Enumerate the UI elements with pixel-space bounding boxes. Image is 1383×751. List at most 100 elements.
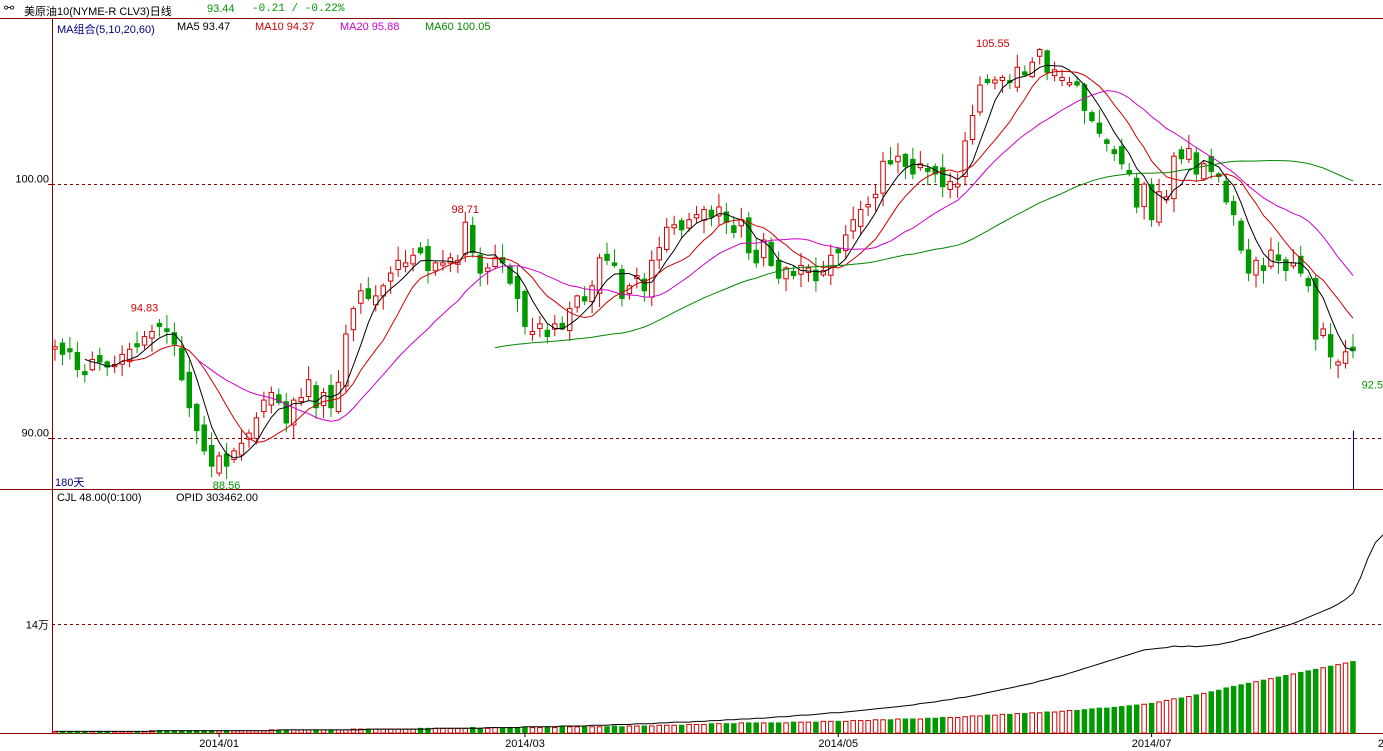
candle-body: [701, 209, 707, 221]
candle-body: [1059, 76, 1065, 81]
volume-bar: [1342, 662, 1349, 734]
candle-body: [283, 401, 289, 424]
volume-bar: [1238, 684, 1244, 734]
price-tick-label: 90.00: [21, 428, 49, 440]
volume-bar: [1223, 687, 1229, 734]
volume-bar: [574, 726, 580, 734]
candle-body: [492, 257, 498, 268]
volume-bar: [1283, 675, 1289, 734]
period-label: 180天: [55, 477, 85, 489]
volume-bar: [626, 725, 633, 734]
volume-bar: [544, 726, 551, 734]
volume-bar: [1141, 703, 1147, 734]
candle-body: [1036, 48, 1043, 57]
candle-body: [1230, 201, 1237, 216]
candle-body: [1223, 180, 1229, 203]
candle-body: [641, 278, 648, 292]
candle-body: [97, 355, 103, 363]
candle-body: [1312, 278, 1319, 340]
candle-body: [589, 285, 595, 303]
candle-body: [298, 397, 304, 403]
candle-body: [1044, 50, 1050, 73]
ma20-line: [196, 90, 1354, 422]
volume-bar: [1186, 695, 1192, 734]
volume-bar: [552, 727, 558, 734]
volume-bar: [1163, 699, 1170, 734]
volume-bar: [1156, 701, 1162, 734]
volume-bar: [1193, 694, 1200, 734]
candle-body: [313, 385, 319, 409]
volume-bar: [462, 727, 469, 734]
volume-bar: [1096, 707, 1103, 734]
volume-bar: [738, 722, 745, 734]
candle-body: [1305, 278, 1311, 287]
volume-bar: [798, 721, 804, 734]
volume-bar: [1029, 712, 1035, 734]
candle-body: [828, 254, 834, 276]
volume-bar: [716, 723, 722, 734]
volume-bar: [1230, 685, 1237, 734]
candle-body: [1111, 149, 1118, 155]
volume-bar: [402, 728, 409, 734]
volume-bar: [693, 723, 700, 734]
volume-bar: [566, 726, 573, 734]
link-icon[interactable]: ⚯: [4, 1, 15, 15]
volume-bar: [432, 727, 439, 734]
candle-body: [1320, 328, 1326, 337]
volume-bar: [455, 727, 461, 734]
volume-bar: [529, 727, 536, 734]
extreme-value-label: 94.83: [131, 302, 159, 314]
candle-body: [708, 209, 715, 218]
candle-body: [470, 224, 476, 254]
candle-body: [276, 394, 282, 404]
extreme-value-label: 105.55: [976, 38, 1010, 50]
volume-bar: [663, 724, 670, 734]
candle-body: [1051, 69, 1058, 77]
volume-bar: [820, 720, 827, 734]
volume-bar: [828, 720, 834, 734]
candle-body: [1074, 81, 1080, 86]
cjl-label: CJL 48.00(0:100): [57, 492, 142, 504]
candle-body: [1066, 82, 1073, 86]
volume-bar: [507, 727, 513, 734]
candle-body: [238, 442, 245, 456]
volume-bar: [417, 727, 424, 734]
candle-body: [1238, 220, 1244, 251]
volume-bar: [1260, 679, 1267, 734]
candle-body: [193, 404, 200, 432]
candle-body: [387, 272, 394, 282]
volume-bar: [753, 722, 759, 734]
volume-bar: [470, 727, 476, 734]
volume-bar: [842, 720, 849, 734]
candle-body: [947, 181, 953, 190]
candle-body: [887, 160, 894, 165]
candle-body: [1193, 152, 1200, 175]
candle-body: [671, 224, 677, 229]
candle-body: [59, 342, 66, 355]
volume-bar: [1074, 709, 1080, 734]
volume-bar: [1007, 713, 1013, 734]
candle-body: [656, 247, 662, 261]
candle-body: [865, 203, 871, 208]
volume-bar: [1022, 713, 1028, 734]
ma60-line: [495, 159, 1354, 349]
volume-bar: [1171, 698, 1177, 734]
volume-bar: [484, 727, 491, 734]
volume-bar: [1201, 692, 1207, 734]
volume-bar: [373, 728, 379, 734]
candle-body: [1253, 259, 1259, 276]
candle-body: [686, 219, 692, 229]
volume-bar: [619, 726, 625, 734]
candle-body: [395, 259, 401, 270]
volume-bar: [1208, 691, 1215, 734]
candle-body: [358, 290, 364, 304]
candle-body: [350, 308, 357, 331]
volume-bar: [1253, 681, 1259, 734]
candle-body: [104, 361, 110, 368]
volume-bar: [1350, 661, 1356, 734]
x-tick-label: 2014/01: [199, 738, 239, 750]
candle-body: [954, 183, 961, 188]
ma60-label: MA60 100.05: [425, 21, 491, 33]
candle-body: [134, 343, 140, 348]
